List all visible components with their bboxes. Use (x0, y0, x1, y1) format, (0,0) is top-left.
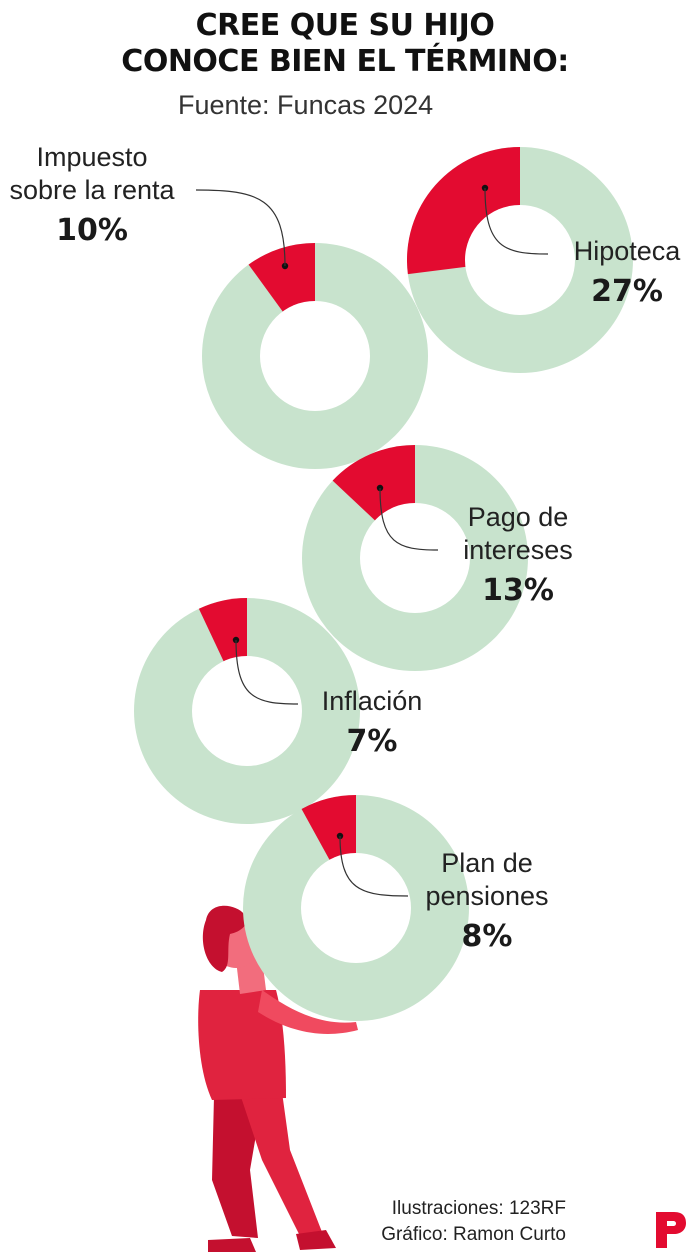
donut-4: Inflación 7% (134, 597, 423, 824)
person-shoe-front (296, 1230, 336, 1250)
credits: Ilustraciones: 123RF Gráfico: Ramon Curt… (358, 1196, 566, 1248)
person-neck (236, 958, 266, 994)
category-label: Hipoteca (574, 236, 682, 266)
category-label: Inflación (322, 686, 423, 716)
person-shoe-back (208, 1238, 256, 1252)
person-leg-back (212, 1096, 262, 1238)
value-label: 27% (591, 274, 663, 309)
person-hair (202, 905, 247, 972)
credits-graphic: Gráfico: Ramon Curto (381, 1224, 566, 1245)
value-label: 7% (347, 724, 398, 759)
leader-line (484, 187, 549, 255)
category-label: Pago de (468, 502, 569, 532)
donut-hole (260, 301, 370, 411)
donut-hole (301, 853, 411, 963)
credits-illustrations: Ilustraciones: 123RF (391, 1198, 566, 1219)
source-subtitle: Fuente: Funcas 2024 (178, 90, 434, 120)
value-label: 10% (56, 213, 128, 248)
donut-hole (192, 656, 302, 766)
person-illustration (198, 905, 358, 1252)
person-arm (258, 990, 358, 1034)
title-line-1: CREE QUE SU HIJO (195, 8, 495, 43)
title-line-2: CONOCE BIEN EL TÉRMINO: (121, 44, 569, 79)
leader-line (195, 189, 286, 267)
leader-line (339, 835, 409, 897)
person-leg-front (240, 1092, 322, 1236)
donut-2: Hipoteca 27% (407, 147, 681, 373)
value-label: 13% (482, 573, 554, 608)
leader-line (235, 639, 299, 705)
donut-hole (465, 205, 575, 315)
donut-hole (360, 503, 470, 613)
person-torso (198, 990, 286, 1100)
category-label: Plan de (441, 848, 533, 878)
chart-title: CREE QUE SU HIJO CONOCE BIEN EL TÉRMINO: (0, 8, 690, 80)
leader-line (379, 487, 439, 551)
value-label: 8% (462, 919, 513, 954)
category-label: intereses (463, 535, 573, 565)
category-label: Impuesto (36, 142, 147, 172)
publisher-logo (656, 1212, 686, 1248)
category-label: pensiones (425, 881, 548, 911)
category-label: sobre la renta (9, 175, 175, 205)
